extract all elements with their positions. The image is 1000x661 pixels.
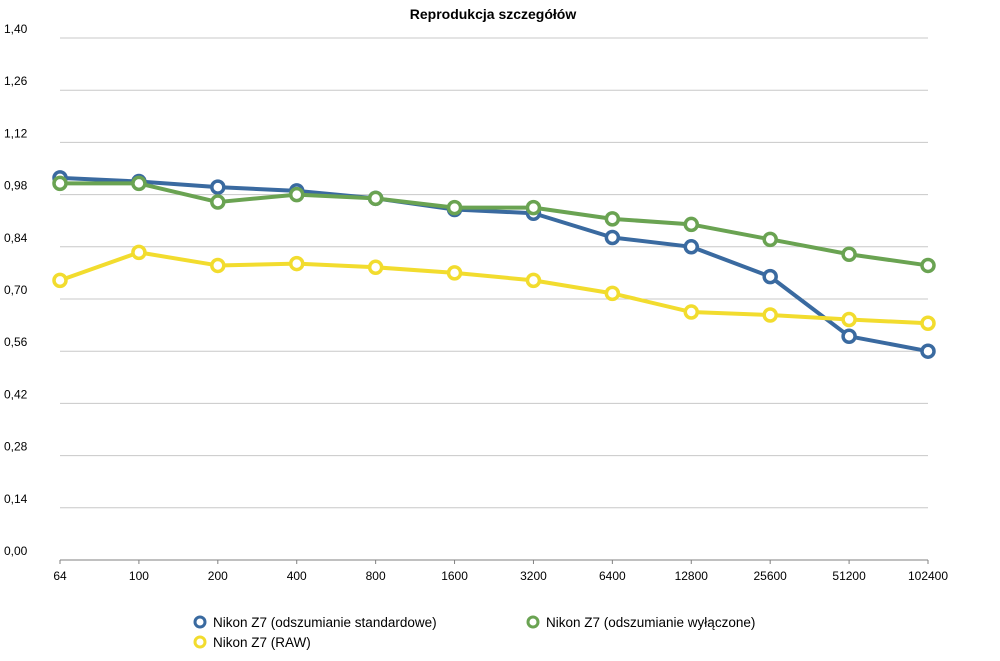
x-tick-label: 3200 [520,569,547,583]
data-point [288,255,305,272]
data-point [52,175,68,192]
y-axis-ticks: 0,00 0,14 0,28 0,42 0,56 0,70 0,84 0,98 1,12 1,26… [4,22,28,558]
x-tick-label: 1600 [441,569,468,583]
data-point [525,199,542,216]
x-tick-label: 12800 [675,569,709,583]
x-tick-label: 800 [366,569,386,583]
data-point [288,186,305,203]
y-tick-label: 1,12 [4,126,28,140]
y-tick-label: 1,26 [4,74,28,88]
data-point [210,179,226,195]
data-point [131,175,147,192]
series-1 [52,170,936,359]
y-tick-label: 0,98 [4,179,28,193]
data-point [525,272,542,289]
x-tick-label: 102400 [908,569,948,583]
series-lines [52,170,936,359]
legend-item: Nikon Z7 (odszumianie standardowe) [193,615,437,630]
series-line [58,181,930,268]
data-point [604,211,621,227]
legend-item: Nikon Z7 (odszumianie wyłączone) [526,615,755,630]
data-point [210,194,226,210]
data-point [920,343,936,359]
legend-marker [193,635,207,649]
data-point [446,199,463,216]
y-tick-label: 0,00 [4,544,28,558]
legend: Nikon Z7 (odszumianie standardowe) Nikon … [193,615,755,650]
data-point [762,231,778,248]
y-tick-label: 0,84 [4,231,28,245]
x-tick-label: 6400 [599,569,626,583]
data-point [604,229,621,246]
x-tick-label: 200 [208,569,228,583]
data-point [52,272,68,289]
y-tick-label: 0,70 [4,283,28,297]
x-tick-label: 25600 [753,569,787,583]
data-point [367,259,384,276]
data-point [131,244,147,261]
series-2 [52,175,936,274]
series-3 [52,244,936,331]
legend-label: Nikon Z7 (odszumianie standardowe) [213,615,437,630]
data-point [841,311,857,328]
data-point [920,315,936,331]
data-point [683,216,700,233]
data-point [446,265,463,281]
legend-marker [526,615,540,629]
data-point [604,285,621,302]
data-point [762,307,778,323]
x-axis-ticks: 64 100 200 400 800 1600 3200 6400 12800 25600 5120… [53,569,948,583]
data-point [210,257,226,274]
x-tick-label: 51200 [832,569,866,583]
y-tick-label: 1,40 [4,22,28,36]
data-point [367,190,384,207]
data-point [841,328,857,345]
y-tick-label: 0,42 [4,387,28,401]
chart-title: Reprodukcja szczegółów [410,6,577,22]
x-tick-label: 100 [129,569,149,583]
series-line [58,250,930,326]
data-point [841,246,857,263]
y-tick-label: 0,56 [4,335,28,349]
y-tick-label: 0,14 [4,492,28,506]
data-point [683,239,700,255]
x-tick-label: 64 [53,569,67,583]
gridlines [59,37,929,564]
legend-label: Nikon Z7 (RAW) [213,635,311,650]
y-tick-label: 0,28 [4,440,28,454]
x-tick-label: 400 [287,569,307,583]
data-point [920,257,936,274]
series-line [58,175,930,354]
data-point [683,304,700,320]
legend-item: Nikon Z7 (RAW) [193,635,311,650]
data-point [762,268,778,285]
legend-marker [193,615,207,629]
legend-label: Nikon Z7 (odszumianie wyłączone) [546,615,755,630]
